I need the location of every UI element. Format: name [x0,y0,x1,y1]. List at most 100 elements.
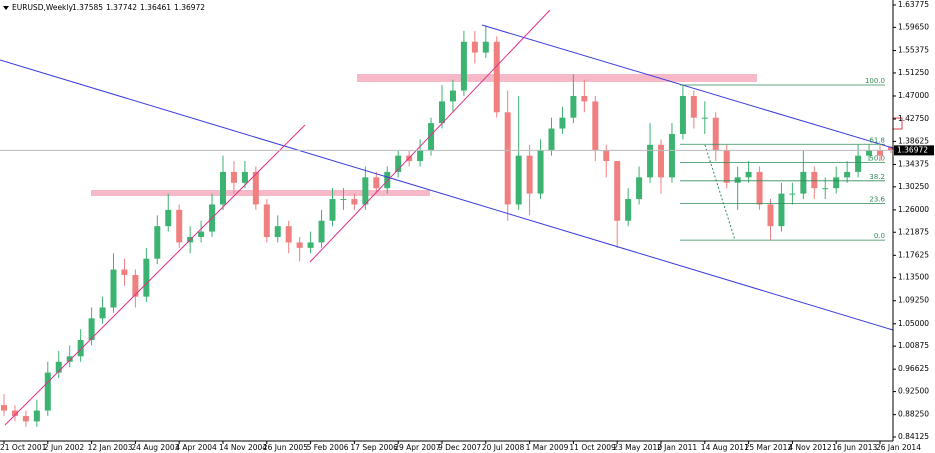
candle-body [504,112,511,205]
x-tick-label: 20 Jul 2008 [482,443,525,452]
candle-body [537,150,544,194]
candle-body [734,177,741,183]
y-tick-label: 0.84125 [898,432,929,441]
y-tick-label: 1.05000 [898,319,929,328]
candle-body [176,209,183,243]
candles [1,25,894,427]
candle-body [822,188,829,190]
candle-body [77,340,84,357]
candle-body [329,199,336,221]
candle-body [384,171,391,189]
candle-body [701,117,708,119]
fib-label: 38.2 [869,173,885,181]
x-tick-label: 1 Mar 2009 [526,443,569,452]
candle-body [581,95,588,102]
candle-body [154,226,161,259]
y-tick-label: 0.96625 [898,364,929,373]
candle-body [252,171,259,205]
fib-label: 61.8 [869,136,885,144]
candle-body [132,274,139,297]
candle-body [395,155,402,172]
y-tick-label: 1.09250 [898,296,929,305]
candle-body [690,95,697,118]
candle-body [351,199,358,205]
x-tick-label: 14 Nov 2004 [219,443,267,452]
x-tick-label: 5 Feb 2006 [307,443,349,452]
candle-body [855,155,862,172]
x-tick-label: 24 Aug 2003 [131,443,179,452]
candle-body [515,155,522,205]
drawings [91,74,757,196]
ohlc-value: 1.36972 [174,3,205,12]
dashed-line [704,144,736,241]
candle-body [110,269,117,308]
candle-body [296,242,303,248]
y-tick-label: 1.63775 [898,0,929,9]
candle-body [811,171,818,189]
resistance-zone [91,190,430,196]
candle-body [570,95,577,118]
candle-body [55,361,62,373]
candle-body [658,144,664,178]
x-tick-label: 25 Mar 2012 [745,443,793,452]
candle-body [318,220,325,243]
channel-line [0,59,894,331]
candle-body [33,410,40,422]
candle-body [866,150,873,156]
candle-body [668,133,675,178]
x-tick-label: 23 May 2010 [613,443,662,452]
candle-body [439,101,445,124]
candle-body [789,193,796,195]
candle-body [220,171,226,205]
candle-body [877,150,883,156]
candle-body [274,226,281,237]
x-tick-label: 11 Oct 2009 [569,443,616,452]
y-tick-label: 1.42750 [898,114,929,123]
menu-arrow[interactable] [3,6,9,10]
candle-body [723,150,730,183]
candle-body [340,199,347,201]
candle-body [307,242,314,248]
y-tick-label: 1.59650 [898,22,929,31]
y-tick-label: 1.38625 [898,136,929,145]
y-tick-label: 1.17625 [898,250,929,259]
y-tick-label: 1.55375 [898,46,929,55]
candle-body [592,101,599,151]
candle-body [428,123,435,151]
candle-body [844,171,851,178]
candle-body [767,204,774,227]
candle-body [778,193,785,227]
candle-body [263,204,270,237]
x-tick-label: 2 Jun 2002 [44,443,85,452]
candle-body [603,150,610,162]
trendlines [0,9,903,426]
candle-body [482,41,489,53]
y-tick-label: 0.92500 [898,387,929,396]
fib-label: 0.0 [874,232,885,240]
x-tick-label: 26 Jun 2005 [263,443,308,452]
candle-body [745,171,752,178]
y-tick-label: 1.21875 [898,227,929,236]
candle-body [66,356,73,362]
candle-body [887,147,894,151]
candle-body [679,95,686,134]
x-tick-label: 29 Apr 2007 [394,443,441,452]
candle-body [22,415,29,422]
header-ohlc: 1.37585 1.37742 1.36461 1.36972 [72,3,205,12]
y-tick-label: 1.00875 [898,341,929,350]
x-tick-label: 2 Jan 2011 [657,443,697,452]
fib-label: 50.0 [869,155,885,163]
current-price-label: 1.36972 [897,145,928,154]
candle-body [285,226,292,243]
candle-body [756,171,763,205]
y-tick-label: 1.30250 [898,182,929,191]
y-tick-label: 0.88250 [898,410,929,419]
x-tick-label: 4 Nov 2012 [788,443,831,452]
candle-body [712,117,719,151]
candle-body [548,128,555,151]
candle-body [143,258,150,297]
candle-body [373,177,380,189]
candle-body [99,307,106,319]
candle-body [165,209,172,227]
